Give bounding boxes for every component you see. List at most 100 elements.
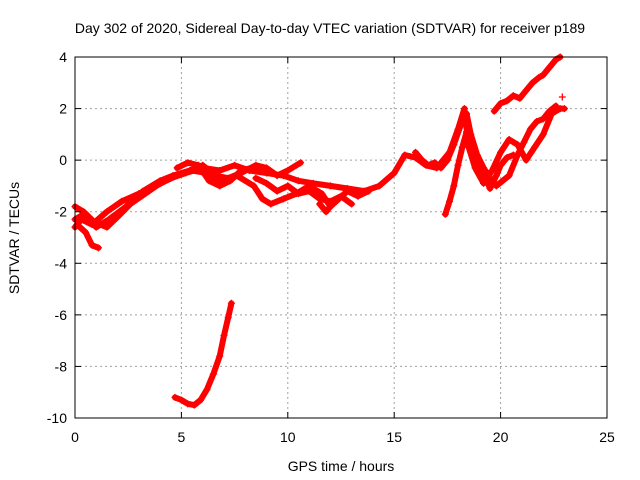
data-point — [514, 151, 522, 159]
data-point — [250, 182, 258, 190]
data-point — [348, 200, 356, 208]
x-axis-ticks: 0 5 10 15 20 25 — [71, 57, 615, 445]
y-tick-label: 0 — [59, 152, 67, 168]
data-point — [390, 169, 398, 177]
x-tick-label: 25 — [599, 429, 615, 445]
data-point — [318, 190, 326, 198]
data-point — [173, 164, 181, 172]
data-point — [503, 97, 511, 105]
data-point — [539, 130, 547, 138]
x-tick-label: 15 — [386, 429, 402, 445]
data-point — [456, 123, 464, 131]
data-point — [365, 187, 373, 195]
data-point — [486, 185, 494, 193]
data-point — [263, 179, 271, 187]
data-point — [173, 172, 181, 180]
data-point — [216, 352, 224, 360]
data-point — [284, 166, 292, 174]
data-point — [194, 161, 202, 169]
data-point — [258, 195, 266, 203]
y-tick-label: -8 — [55, 358, 68, 374]
data-point — [531, 143, 539, 151]
y-tick-label: -2 — [55, 204, 68, 220]
data-point — [546, 63, 554, 71]
data-point — [460, 105, 468, 113]
data-point — [418, 156, 426, 164]
data-point — [226, 177, 234, 185]
data-point — [258, 166, 266, 174]
data-point — [90, 218, 98, 226]
x-axis-label: GPS time / hours — [288, 458, 395, 474]
data-point — [252, 174, 260, 182]
y-axis-label: SDTVAR / TECUs — [6, 182, 22, 294]
data-point — [263, 164, 271, 172]
data-point — [509, 92, 517, 100]
data-point — [141, 190, 149, 198]
data-point — [224, 313, 232, 321]
data-point — [231, 161, 239, 169]
series-band — [74, 221, 102, 251]
data-point — [431, 159, 439, 167]
data-point — [267, 200, 275, 208]
series-band — [72, 105, 568, 231]
series-trace-e — [173, 159, 266, 190]
x-tick-label: 5 — [178, 429, 186, 445]
y-tick-label: -10 — [47, 410, 67, 426]
data-point — [80, 208, 88, 216]
data-point — [560, 105, 568, 113]
data-point — [322, 208, 330, 216]
series-trace-g — [316, 200, 336, 216]
data-point — [216, 166, 224, 174]
data-point — [227, 299, 235, 307]
data-point — [273, 172, 281, 180]
y-tick-label: -6 — [55, 307, 68, 323]
grid-lines — [75, 57, 607, 418]
data-point — [490, 107, 498, 115]
data-point — [558, 93, 566, 101]
chart-title: Day 302 of 2020, Sidereal Day-to-day VTE… — [75, 20, 585, 36]
y-axis-ticks: -10 -8 -6 -4 -2 0 2 4 — [47, 49, 607, 426]
data-point — [529, 79, 537, 87]
data-point — [126, 200, 134, 208]
series-band — [172, 300, 235, 409]
data-point — [473, 151, 481, 159]
data-point — [184, 400, 192, 408]
data-point — [480, 164, 488, 172]
series-band — [72, 159, 304, 231]
data-point — [88, 241, 96, 249]
data-point — [188, 166, 196, 174]
data-point — [546, 107, 554, 115]
data-point — [326, 182, 334, 190]
data-point — [375, 182, 383, 190]
data-point — [503, 154, 511, 162]
data-point — [492, 172, 500, 180]
data-point — [539, 115, 547, 123]
y-tick-label: 2 — [59, 101, 67, 117]
data-point — [454, 161, 462, 169]
data-point — [486, 174, 494, 182]
data-point — [337, 192, 345, 200]
data-point — [522, 87, 530, 95]
data-point — [497, 161, 505, 169]
data-point — [203, 386, 211, 394]
data-point — [273, 187, 281, 195]
data-point — [446, 197, 454, 205]
data-point — [526, 125, 534, 133]
data-point — [328, 200, 336, 208]
plot-frame — [74, 56, 608, 419]
data-point — [316, 200, 324, 208]
data-point — [237, 166, 245, 174]
data-point — [280, 195, 288, 203]
data-point — [94, 244, 102, 252]
data-point — [488, 166, 496, 174]
data-point — [305, 187, 313, 195]
series-trace-l — [558, 93, 566, 101]
data-point — [437, 164, 445, 172]
series-trace-k — [411, 102, 560, 190]
data-point — [82, 228, 90, 236]
data-point — [114, 213, 122, 221]
series-trace-h — [171, 299, 235, 409]
data-point — [505, 136, 513, 144]
data-point — [492, 182, 500, 190]
data-point — [505, 172, 513, 180]
